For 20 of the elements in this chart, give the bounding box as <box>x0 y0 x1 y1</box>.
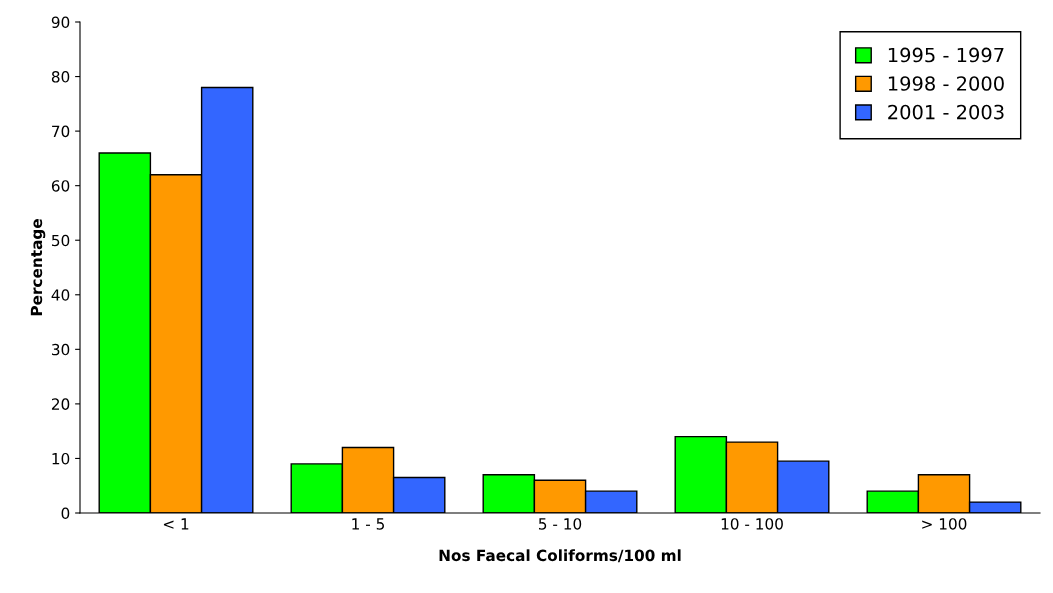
x-tick-label: 1 - 5 <box>352 518 384 530</box>
x-tick-label: 5 - 10 <box>538 518 582 530</box>
y-tick-label: 70 <box>52 125 70 138</box>
y-tick-label: 0 <box>61 507 70 520</box>
x-tick-label: > 100 <box>922 518 967 530</box>
legend-label: 1995 - 1997 <box>888 47 1004 63</box>
y-tick-label: 60 <box>51 180 70 192</box>
y-tick-label: 40 <box>51 289 70 301</box>
y-tick-label: 10 <box>52 452 70 465</box>
y-tick-label: 20 <box>51 398 70 410</box>
legend-label: 2001 - 2003 <box>888 104 1004 120</box>
x-tick-label: < 1 <box>163 518 189 530</box>
legend-label: 1998 - 2000 <box>888 76 1004 91</box>
x-axis-title: Nos Faecal Coliforms/100 ml <box>439 549 681 563</box>
x-tick-label: 10 - 100 <box>721 518 783 530</box>
y-tick-label: 50 <box>52 234 70 247</box>
y-tick-label: 90 <box>51 16 70 29</box>
y-axis-title: Percentage <box>30 219 46 316</box>
y-tick-label: 80 <box>51 71 70 83</box>
y-tick-label: 30 <box>52 343 70 356</box>
